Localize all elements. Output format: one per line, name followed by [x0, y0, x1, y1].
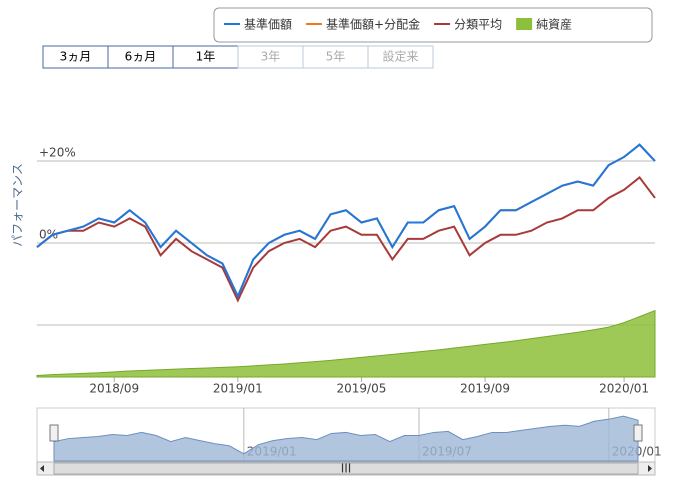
legend-label[interactable]: 純資産: [536, 17, 572, 32]
line: [36, 143, 656, 299]
legend-box: [213, 7, 653, 43]
line: [36, 176, 656, 303]
y-axis-title: パフォーマンス: [11, 163, 25, 247]
area: [36, 309, 656, 378]
navigator-handle[interactable]: [633, 424, 643, 442]
scroll-left[interactable]: [40, 465, 44, 472]
range-button-label[interactable]: 6ヵ月: [125, 50, 157, 64]
range-button: [367, 45, 434, 69]
legend-label[interactable]: 基準価額: [244, 17, 292, 32]
scrollbar-thumb[interactable]: [53, 462, 639, 475]
line: [36, 143, 656, 299]
range-button-label: 5年: [326, 50, 346, 64]
scroll-grip[interactable]: III: [341, 462, 352, 476]
scroll-right[interactable]: [648, 465, 652, 472]
legend-label[interactable]: 基準価額+分配金: [326, 17, 420, 32]
range-button-label[interactable]: 3ヵ月: [60, 50, 92, 64]
legend-swatch: [516, 18, 533, 30]
x-tick-label: 2020/01: [599, 382, 649, 396]
range-button-label[interactable]: 1年: [196, 50, 216, 64]
x-tick-label: 2019/09: [460, 382, 510, 396]
y-tick-label: +20%: [39, 146, 76, 160]
x-tick-label: 2019/01: [213, 382, 263, 396]
x-tick-label: 2018/09: [89, 382, 139, 396]
legend-label[interactable]: 分類平均: [454, 18, 502, 32]
x-tick-label: 2019/05: [337, 382, 387, 396]
navigator-handle[interactable]: [49, 424, 59, 442]
y-tick-label: 0%: [39, 228, 58, 242]
range-button-label: 3年: [261, 50, 281, 64]
navigator-area: [53, 415, 639, 462]
range-button-label: 設定来: [382, 49, 418, 64]
